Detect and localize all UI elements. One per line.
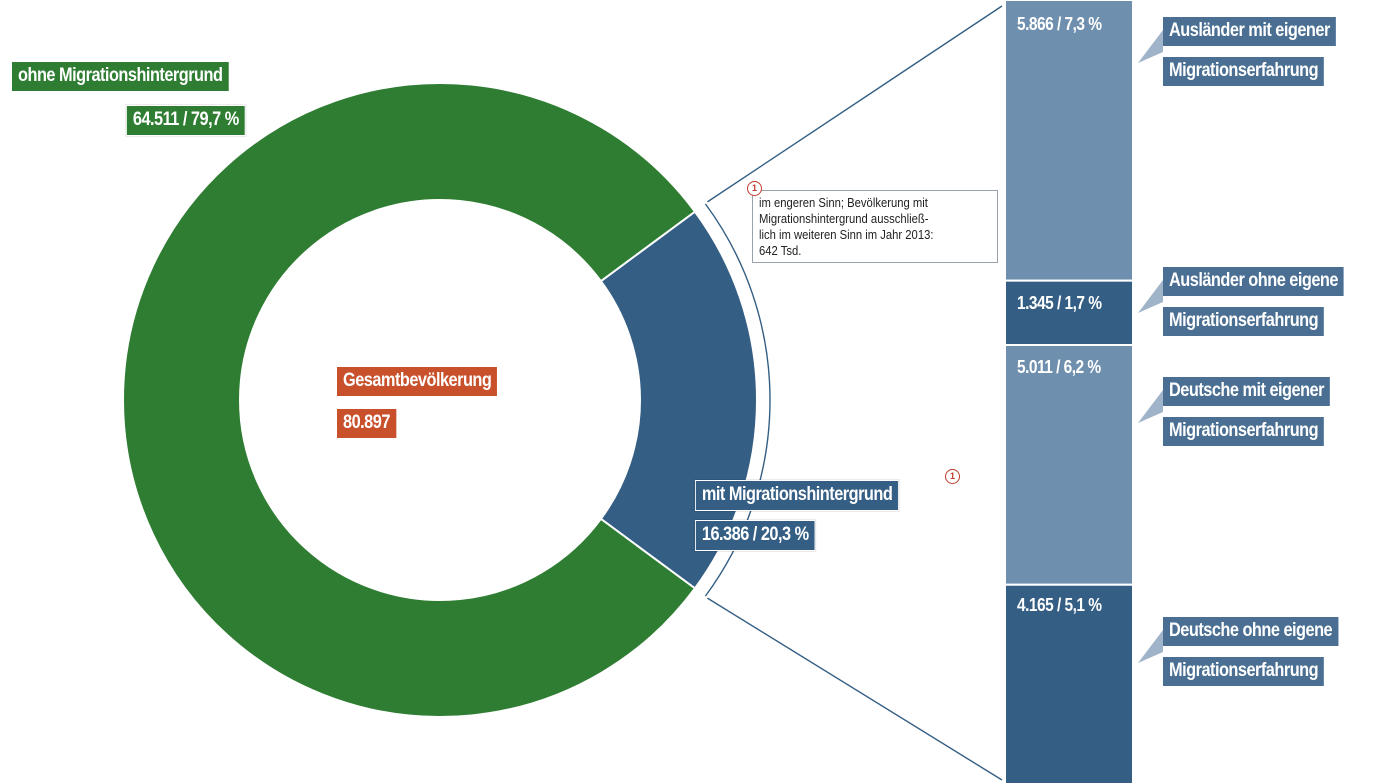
total-label: Gesamtbevölkerung	[337, 367, 498, 396]
footnote-box: im engeren Sinn; Bevölkerung mit Migrati…	[752, 190, 998, 263]
bar-segment-auslaender-mit	[1004, 0, 1134, 282]
segment-value-auslaender-ohne: 1.345 / 1,7 %	[1017, 293, 1102, 313]
legend-deutsche-mit-line2: Migrationserfahrung	[1163, 417, 1325, 446]
legend-auslaender-mit-line1: Ausländer mit eigener	[1163, 17, 1336, 46]
value-mit-migrationshintergrund: 16.386 / 20,3 %	[694, 519, 817, 552]
connector-line-bottom	[707, 597, 1003, 781]
legend-auslaender-mit-line2: Migrationserfahrung	[1163, 57, 1325, 86]
bar-segment-auslaender-ohne	[1004, 279, 1134, 346]
footnote-line: im engeren Sinn; Bevölkerung mit	[759, 196, 928, 210]
segment-value-deutsche-ohne: 4.165 / 5,1 %	[1017, 595, 1102, 615]
legend-auslaender-ohne-line2: Migrationserfahrung	[1163, 307, 1325, 336]
segment-value-auslaender-mit: 5.866 / 7,3 %	[1017, 14, 1102, 34]
legend-auslaender-ohne-line1: Ausländer ohne eigene	[1163, 267, 1344, 296]
bar-segment-deutsche-mit	[1004, 343, 1134, 586]
donut-slice-ohne-migrationshintergrund	[122, 82, 697, 718]
legend-deutsche-mit-line1: Deutsche mit eigener	[1163, 377, 1330, 406]
label-ohne-migrationshintergrund: ohne Migrationshintergrund	[12, 62, 229, 91]
breakdown-bar	[1004, 0, 1163, 784]
legend-deutsche-ohne-line1: Deutsche ohne eigene	[1163, 617, 1339, 646]
footnote-line: 642 Tsd.	[759, 244, 802, 258]
footnote-marker-label: 1	[945, 469, 960, 484]
footnote-line: lich im weiteren Sinn im Jahr 2013:	[759, 228, 934, 242]
legend-pointer-deutsche-ohne	[1138, 630, 1163, 663]
footnote-line: Migrationshintergrund ausschließ-	[759, 212, 929, 226]
legend-pointer-auslaender-mit	[1138, 30, 1163, 63]
bar-segment-deutsche-ohne	[1004, 583, 1134, 784]
segment-value-deutsche-mit: 5.011 / 6,2 %	[1017, 357, 1101, 377]
footnote-marker-box: 1	[747, 181, 762, 196]
legend-pointer-deutsche-mit	[1138, 390, 1163, 423]
legend-pointer-auslaender-ohne	[1138, 280, 1163, 313]
value-ohne-migrationshintergrund: 64.511 / 79,7 %	[125, 104, 247, 137]
donut-chart	[122, 82, 758, 718]
total-value: 80.897	[337, 409, 396, 438]
connector-line-top	[707, 5, 1003, 203]
legend-deutsche-ohne-line2: Migrationserfahrung	[1163, 657, 1325, 686]
label-mit-migrationshintergrund: mit Migrationshintergrund	[694, 479, 901, 512]
